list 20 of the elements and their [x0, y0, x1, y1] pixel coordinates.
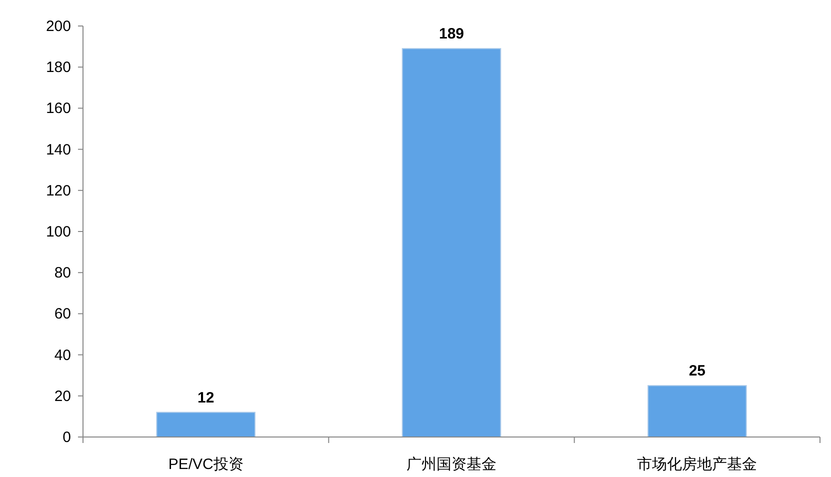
y-tick-label: 140 — [46, 141, 71, 158]
y-tick-label: 180 — [46, 59, 71, 76]
bar — [648, 385, 747, 438]
x-tick-label: 市场化房地产基金 — [637, 456, 758, 473]
data-label: 189 — [438, 26, 464, 43]
y-tick-label: 80 — [54, 264, 71, 282]
y-tick-label: 100 — [46, 224, 71, 240]
x-tick-label: PE/VC投资 — [168, 456, 244, 473]
y-tick-label: 40 — [54, 346, 71, 364]
y-tick-label: 200 — [46, 18, 71, 35]
data-label: 25 — [688, 362, 706, 380]
y-tick-label: 120 — [46, 182, 71, 200]
x-tick-label: 广州国资基金 — [406, 456, 496, 473]
data-label: 12 — [197, 389, 214, 406]
y-tick-label: 20 — [54, 388, 71, 405]
y-tick-label: 0 — [62, 429, 71, 446]
bar — [156, 412, 256, 438]
y-tick-label: 60 — [54, 306, 71, 323]
bar — [402, 48, 502, 438]
y-tick-label: 160 — [46, 100, 71, 118]
